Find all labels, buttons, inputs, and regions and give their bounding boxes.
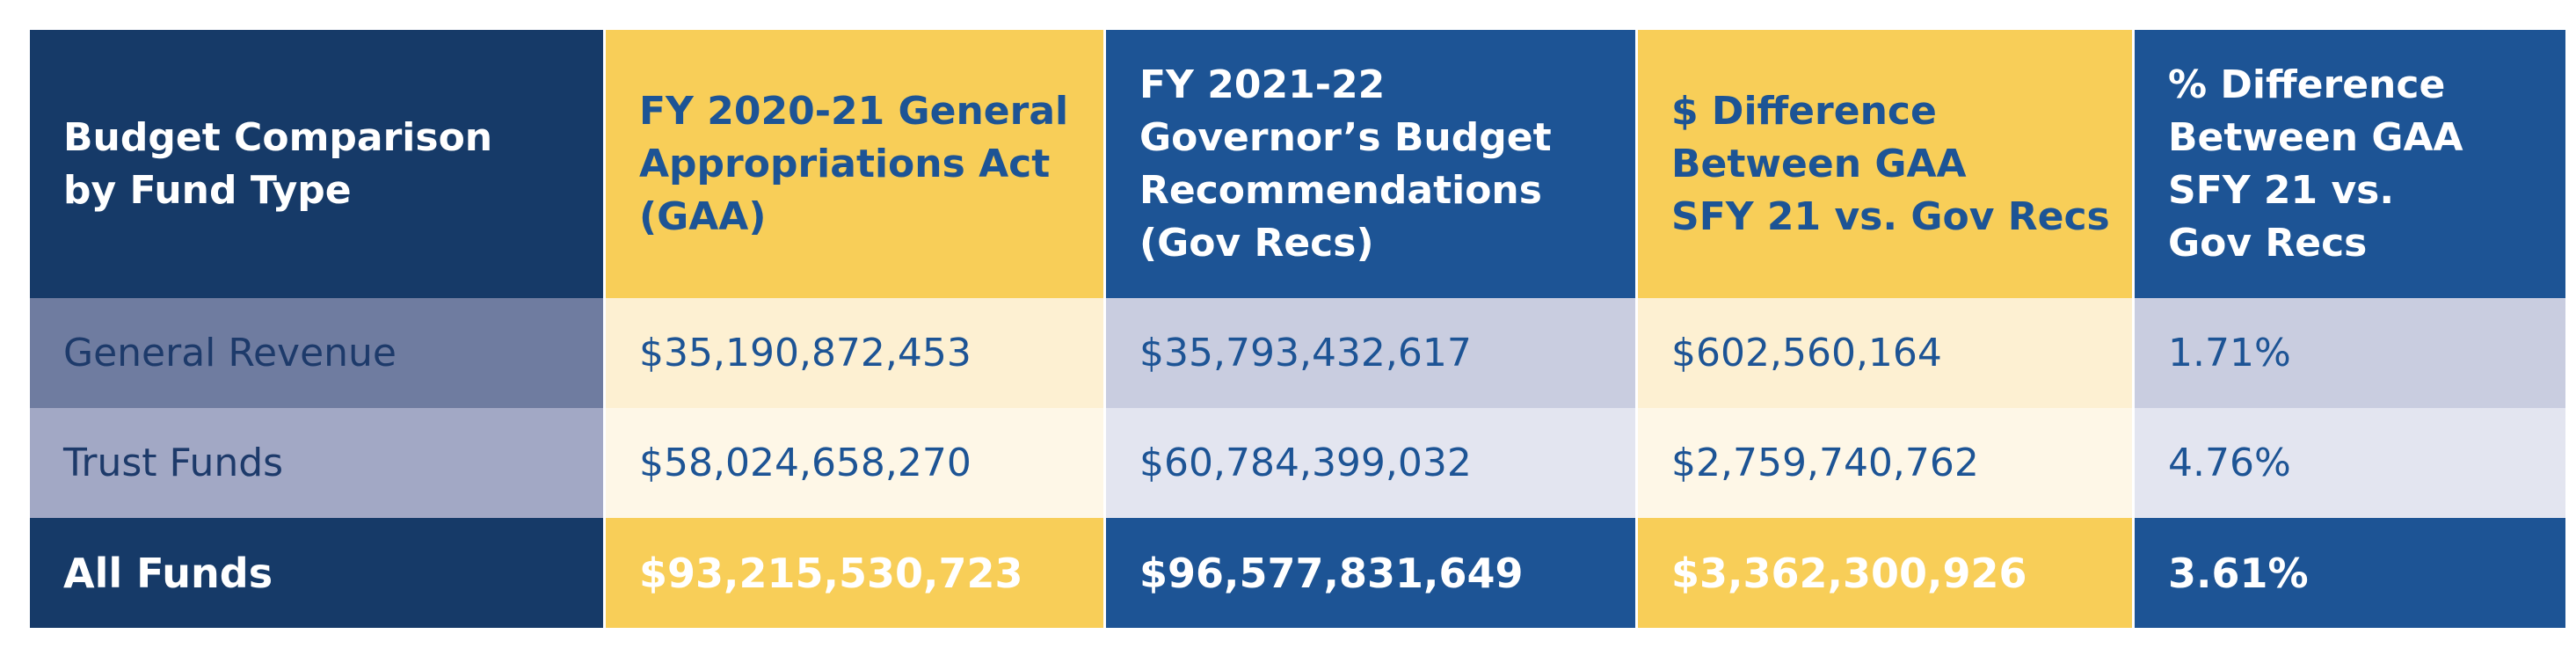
header-gov-recs: FY 2021-22 Governor’s Budget Recommendat… [1106,30,1635,298]
header-gaa-text: FY 2020-21 General Appropriations Act (G… [639,88,1069,239]
cell-text: $96,577,831,649 [1139,549,1524,597]
cell-text: $60,784,399,032 [1139,441,1472,485]
row-all-funds-label: All Funds [30,518,603,628]
row-general-revenue-label: General Revenue [30,298,603,408]
row-all-funds-dollar-diff: $3,362,300,926 [1638,518,2132,628]
row-trust-funds-dollar-diff: $2,759,740,762 [1638,408,2132,518]
row-trust-funds-gov-recs: $60,784,399,032 [1106,408,1635,518]
cell-text: $35,190,872,453 [639,331,971,375]
cell-text: Trust Funds [63,441,284,485]
cell-text: 3.61% [2168,549,2309,597]
header-fund-type: Budget Comparison by Fund Type [30,30,603,298]
row-general-revenue-dollar-diff: $602,560,164 [1638,298,2132,408]
row-trust-funds-percent-diff: 4.76% [2135,408,2565,518]
row-all-funds-percent-diff: 3.61% [2135,518,2565,628]
cell-text: All Funds [63,549,273,597]
header-gov-recs-text: FY 2021-22 Governor’s Budget Recommendat… [1139,62,1552,266]
cell-text: $602,560,164 [1671,331,1942,375]
header-dollar-difference-text: $ Difference Between GAA SFY 21 vs. Gov … [1671,88,2110,239]
row-general-revenue-gov-recs: $35,793,432,617 [1106,298,1635,408]
cell-text: 1.71% [2168,331,2291,375]
cell-text: 4.76% [2168,441,2291,485]
cell-text: General Revenue [63,331,397,375]
cell-text: $93,215,530,723 [639,549,1023,597]
header-dollar-difference: $ Difference Between GAA SFY 21 vs. Gov … [1638,30,2132,298]
header-percent-difference-text: % Difference Between GAA SFY 21 vs. Gov … [2168,62,2463,266]
cell-text: $35,793,432,617 [1139,331,1472,375]
header-percent-difference: % Difference Between GAA SFY 21 vs. Gov … [2135,30,2565,298]
header-fund-type-text: Budget Comparison by Fund Type [63,114,493,213]
row-general-revenue-gaa: $35,190,872,453 [606,298,1103,408]
cell-text: $3,362,300,926 [1671,549,2027,597]
row-trust-funds-gaa: $58,024,658,270 [606,408,1103,518]
budget-comparison-table: Budget Comparison by Fund Type FY 2020-2… [30,30,2565,628]
row-all-funds-gov-recs: $96,577,831,649 [1106,518,1635,628]
cell-text: $2,759,740,762 [1671,441,1979,485]
header-gaa: FY 2020-21 General Appropriations Act (G… [606,30,1103,298]
row-general-revenue-percent-diff: 1.71% [2135,298,2565,408]
row-trust-funds-label: Trust Funds [30,408,603,518]
cell-text: $58,024,658,270 [639,441,971,485]
row-all-funds-gaa: $93,215,530,723 [606,518,1103,628]
